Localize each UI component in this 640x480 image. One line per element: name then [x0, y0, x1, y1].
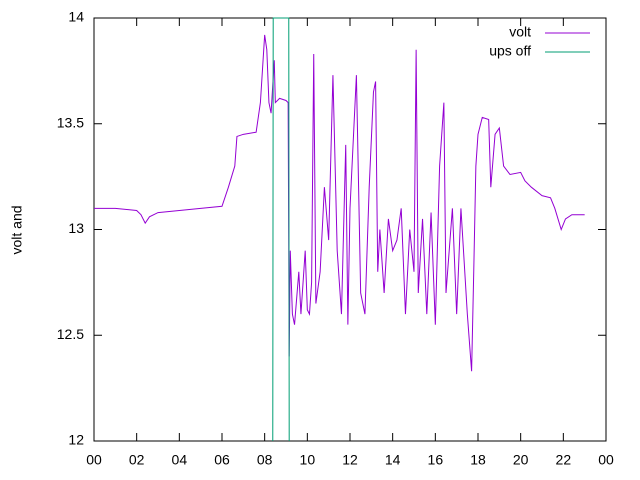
legend-label: volt	[509, 24, 531, 40]
y-axis-label: volt and	[9, 205, 25, 254]
x-tick-label: 20	[513, 452, 529, 468]
x-tick-label: 00	[598, 452, 614, 468]
x-tick-label: 12	[342, 452, 358, 468]
y-tick-label: 14	[68, 9, 84, 25]
y-tick-label: 12	[68, 432, 84, 448]
x-tick-label: 14	[385, 452, 401, 468]
legend-label: ups off	[489, 43, 531, 59]
y-tick-label: 12.5	[57, 326, 84, 342]
x-tick-label: 10	[300, 452, 316, 468]
series-line	[94, 34, 585, 372]
x-tick-label: 16	[428, 452, 444, 468]
y-tick-label: 13.5	[57, 114, 84, 130]
y-tick-label: 13	[68, 220, 84, 236]
x-tick-label: 22	[556, 452, 572, 468]
x-tick-label: 02	[129, 452, 145, 468]
x-tick-label: 04	[172, 452, 188, 468]
x-tick-label: 06	[214, 452, 230, 468]
x-tick-label: 08	[257, 452, 273, 468]
series-line	[272, 17, 290, 442]
x-tick-label: 00	[86, 452, 102, 468]
x-tick-label: 18	[470, 452, 486, 468]
